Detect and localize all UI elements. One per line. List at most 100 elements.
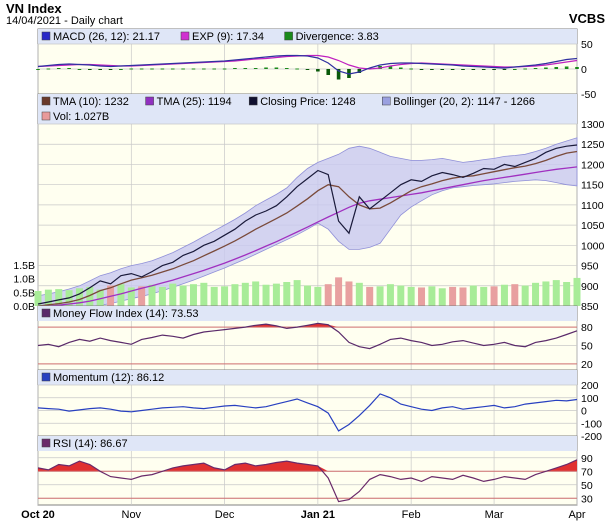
rsi_panel-ytick-label: 90 [581, 453, 593, 465]
divergence-bar [481, 69, 486, 70]
divergence-bar [119, 69, 123, 70]
volume-bar [86, 286, 94, 306]
divergence-bar [284, 68, 289, 69]
rsi_panel-legend-label: RSI (14): 86.67 [53, 438, 128, 450]
volume-bar [532, 282, 540, 306]
volume-bar [221, 286, 229, 306]
volume-bar [272, 283, 280, 306]
volume-bar [480, 286, 488, 306]
momentum_panel-ytick-label: 200 [581, 380, 599, 392]
volume-bar [345, 281, 353, 306]
volume-bar [449, 286, 457, 306]
divergence-bar [575, 67, 579, 69]
price_panel-legend-swatch [248, 96, 258, 106]
divergence-bar [388, 66, 393, 69]
volume-bar [542, 281, 550, 306]
rsi_panel-line [37, 459, 578, 503]
volume-bar [55, 289, 63, 306]
divergence-bar [554, 67, 559, 69]
volume-bar [241, 282, 249, 306]
chart-subtitle: 14/04/2021 - Daily chart [6, 15, 123, 27]
rsi_panel-ytick-label: 30 [581, 493, 593, 505]
divergence-bar [305, 69, 310, 70]
divergence-bar [564, 66, 569, 69]
price_panel-ytick-label: 1300 [581, 119, 605, 131]
mfi_panel-ytick-label: 80 [581, 322, 593, 334]
mfi_panel-overbought-fill [38, 323, 577, 328]
rsi_panel-legend-swatch [41, 438, 51, 448]
chart-title: VN Index [6, 1, 62, 16]
volume-bar [293, 280, 301, 306]
macd_panel-legend-label: EXP (9): 17.34 [192, 31, 264, 43]
volume-bar [376, 286, 384, 306]
divergence-bar [398, 67, 403, 69]
volume-bar [335, 277, 343, 306]
mfi_panel-legend-swatch [41, 308, 51, 318]
volume-bar [231, 284, 239, 306]
x-axis-label: Nov [122, 509, 142, 521]
price_panel-legend-label: Bollinger (20, 2): 1147 - 1266 [393, 96, 535, 108]
closing-price-line [37, 144, 578, 305]
price_panel-legend-bg [38, 94, 577, 124]
mfi_panel-ytick-label: 50 [581, 341, 593, 353]
divergence-bar [295, 68, 299, 70]
price_panel-legend-label: TMA (25): 1194 [157, 96, 232, 108]
divergence-bar [450, 69, 455, 70]
divergence-bar [492, 69, 496, 70]
macd_panel-legend-label: MACD (26, 12): 21.17 [53, 31, 160, 43]
rsi_panel-ytick-label: 50 [581, 480, 593, 492]
mfi_panel-legend-label: Money Flow Index (14): 73.53 [53, 308, 199, 320]
volume-bar [469, 285, 477, 306]
divergence-bar [160, 68, 165, 70]
x-axis-label: Jan 21 [301, 509, 335, 521]
divergence-bar [88, 69, 92, 70]
x-axis-label: Dec [215, 509, 235, 521]
price_panel-ytick-label: 1250 [581, 139, 605, 151]
volume-bar [179, 285, 187, 306]
divergence-bar [336, 69, 341, 80]
divergence-bar [191, 68, 196, 70]
volume-bar [438, 288, 446, 306]
divergence-bar [430, 69, 434, 70]
divergence-bar [326, 69, 331, 75]
price_panel-legend-swatch [145, 96, 154, 106]
divergence-bar [544, 67, 548, 69]
rsi_panel-legend-bg [38, 436, 577, 451]
price_panel-ytick-label: 1100 [581, 200, 604, 212]
momentum_panel-ytick-label: 0 [581, 406, 587, 418]
volume-bar [262, 284, 270, 306]
volume-bar [552, 280, 560, 306]
price_panel-ytick-label: 900 [581, 281, 599, 293]
price_panel-ytick-label: 1200 [581, 159, 605, 171]
price_panel-legend-label: Vol: 1.027B [53, 111, 109, 123]
divergence-bar [274, 67, 279, 69]
divergence-bar [461, 69, 465, 70]
price_panel-legend-label: TMA (10): 1232 [53, 96, 129, 108]
macd_panel-legend-label: Divergence: 3.83 [296, 31, 379, 43]
volume-axis-label: 1.0B [13, 274, 35, 286]
price_panel-ytick-label: 1150 [581, 180, 604, 192]
volume-bar [355, 282, 363, 306]
volume-bar [366, 286, 374, 306]
volume-bar [283, 282, 291, 306]
volume-bar [34, 291, 42, 306]
divergence-bar [202, 68, 206, 70]
volume-bar [500, 284, 508, 306]
x-axis-label: Mar [485, 509, 504, 521]
momentum_panel-ytick-label: -100 [581, 418, 602, 430]
macd_panel-legend-bg [38, 29, 577, 44]
mfi_panel-ytick-label: 20 [581, 359, 593, 371]
chart-source: VCBS [568, 11, 605, 26]
divergence-bar [46, 68, 51, 70]
divergence-bar [440, 69, 445, 70]
macd_panel-legend-swatch [284, 31, 293, 41]
volume-bar [511, 284, 519, 306]
x-axis-label: Apr [568, 509, 585, 521]
volume-bar [386, 284, 394, 306]
volume-bar [75, 288, 83, 306]
tma10-line [37, 150, 578, 307]
volume-bar [573, 277, 581, 306]
volume-axis-label: 0.5B [13, 287, 35, 299]
volume-bar [200, 282, 208, 306]
